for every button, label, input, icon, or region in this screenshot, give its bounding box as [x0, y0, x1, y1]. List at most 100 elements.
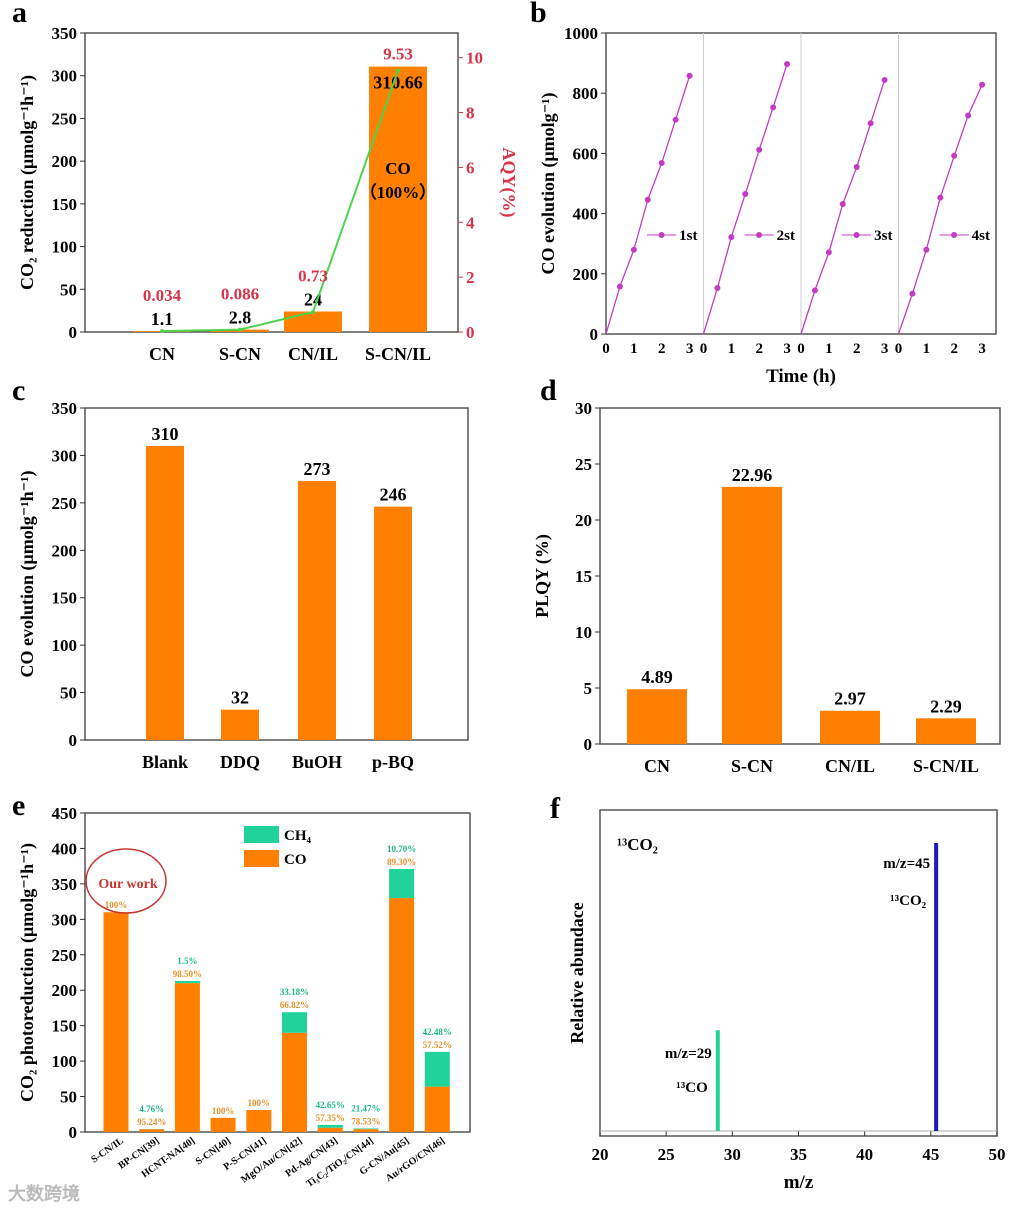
data-point	[742, 191, 749, 198]
y-tick-label: 350	[52, 24, 78, 43]
y-tick-label: 800	[573, 84, 599, 103]
x-tick-label: CN/IL	[288, 344, 338, 364]
y-tick-label: 300	[52, 67, 78, 86]
y-tick-label: 0	[69, 1123, 78, 1142]
aqy-label: 0.086	[221, 285, 259, 304]
data-point	[714, 284, 721, 291]
y-tick-label: 0	[584, 735, 593, 754]
y-tick-label: 100	[52, 1052, 78, 1071]
co-percent-label: 89.30%	[387, 857, 416, 867]
data-point	[825, 249, 832, 256]
bar-segment-co	[174, 983, 200, 1132]
peak-bar	[715, 1030, 720, 1131]
bar-annotation: （100%）	[360, 182, 437, 202]
aqy-point	[160, 329, 164, 334]
y-tick-label: 30	[575, 399, 592, 418]
y-tick-label: 250	[52, 109, 78, 128]
peak-label: m/z=45	[883, 856, 930, 872]
bar-segment-ch4	[389, 869, 415, 899]
bar-segment-co	[389, 898, 415, 1132]
x-tick-label: 0	[895, 341, 903, 357]
panel-d: d 0 5 10 15 20 25 30 PLQY (%) 4.89 22.96 2.97 2.29 CN…	[532, 374, 1001, 776]
data-point	[686, 72, 693, 79]
y-tick-label: 300	[52, 910, 78, 929]
x-tick-label: 3	[881, 341, 889, 357]
peak-label: m/z=29	[665, 1046, 712, 1062]
bar	[374, 506, 412, 740]
bar-segment-ch4	[424, 1051, 450, 1087]
panel-label: f	[550, 792, 561, 825]
y-axis-title: PLQY (%)	[532, 534, 553, 618]
y-tick-label: 200	[573, 265, 599, 284]
y-axis-title: CO₂ reduction (μmolg⁻¹h⁻¹)	[17, 75, 38, 290]
bar	[298, 481, 336, 740]
bar-segment-co	[246, 1110, 272, 1132]
bar-segment-co	[424, 1086, 450, 1132]
data-point	[784, 61, 791, 68]
y-tick-label: 450	[52, 804, 78, 823]
y-axis-title: CO evolution (μmolg⁻¹h⁻¹)	[17, 470, 38, 677]
panel-label: a	[12, 0, 27, 29]
y-tick-label: 150	[52, 1017, 78, 1036]
co-percent-label: 66.82%	[280, 1000, 309, 1010]
co-percent-label: 57.35%	[316, 1113, 345, 1123]
aqy-label: 0.73	[298, 266, 328, 285]
bar-value-label: 2.29	[930, 696, 962, 716]
bar-value-label: 246	[380, 485, 407, 505]
co-percent-label: 95.24%	[137, 1117, 166, 1127]
series-line	[605, 75, 691, 335]
legend-swatch	[244, 826, 279, 843]
y-tick-label: 200	[52, 981, 78, 1000]
legend-label: 1st	[679, 228, 697, 244]
bar-segment-ch4	[317, 1124, 343, 1128]
bar-segment-co	[103, 912, 129, 1132]
data-point	[672, 116, 679, 123]
panel-c: c 0 50 100 150 200 250 300 350 CO evolution (μmol…	[12, 374, 469, 772]
bar-segment-co	[317, 1127, 343, 1132]
plot-frame	[84, 812, 471, 1133]
y-tick-label: 0	[69, 323, 78, 342]
y-tick-label: 15	[575, 567, 592, 586]
x-tick-label: BuOH	[292, 752, 342, 772]
y-tick-label: 10	[575, 623, 592, 642]
legend-label: 3st	[874, 228, 892, 244]
bar-segment-ch4	[282, 1012, 307, 1033]
peak-species: ¹³CO₂	[890, 893, 926, 909]
series-line	[702, 63, 788, 335]
legend-label: 2st	[777, 228, 795, 244]
y2-tick-label: 2	[466, 268, 475, 287]
bar-segment-co	[282, 1032, 307, 1132]
peak-bar	[934, 843, 939, 1131]
highlight-circle	[85, 848, 167, 914]
x-tick-label: 2	[950, 341, 958, 357]
data-point	[909, 290, 916, 297]
y-tick-label: 150	[52, 589, 78, 608]
data-point	[965, 112, 972, 119]
x-tick-label: 20	[592, 1145, 609, 1164]
y-tick-label: 20	[575, 511, 592, 530]
y-tick-label: 250	[52, 494, 78, 513]
x-tick-label: 3	[783, 341, 791, 357]
data-point	[867, 120, 874, 127]
aqy-label: 9.53	[383, 45, 413, 64]
y-tick-label: 300	[52, 446, 78, 465]
y-tick-label: 350	[52, 399, 78, 418]
peak-species: ¹³CO	[676, 1080, 708, 1096]
bar	[916, 718, 976, 744]
co-percent-label: 100%	[212, 1106, 235, 1116]
bar-value-label: 32	[231, 688, 249, 708]
y-tick-label: 350	[52, 875, 78, 894]
bar-value-label: 310.66	[373, 73, 423, 93]
data-point	[756, 146, 763, 153]
y-tick-label: 400	[573, 205, 599, 224]
y-tick-label: 50	[60, 280, 77, 299]
x-tick-label: CN/IL	[825, 756, 875, 776]
ch4-percent-label: 42.65%	[316, 1100, 345, 1110]
bar	[221, 709, 259, 740]
data-point	[853, 163, 860, 170]
bar	[627, 689, 687, 744]
data-point	[630, 246, 637, 253]
plot-frame	[84, 407, 469, 741]
co-percent-label: 57.52%	[423, 1040, 452, 1050]
x-tick-label: S-CN/IL	[365, 344, 431, 364]
